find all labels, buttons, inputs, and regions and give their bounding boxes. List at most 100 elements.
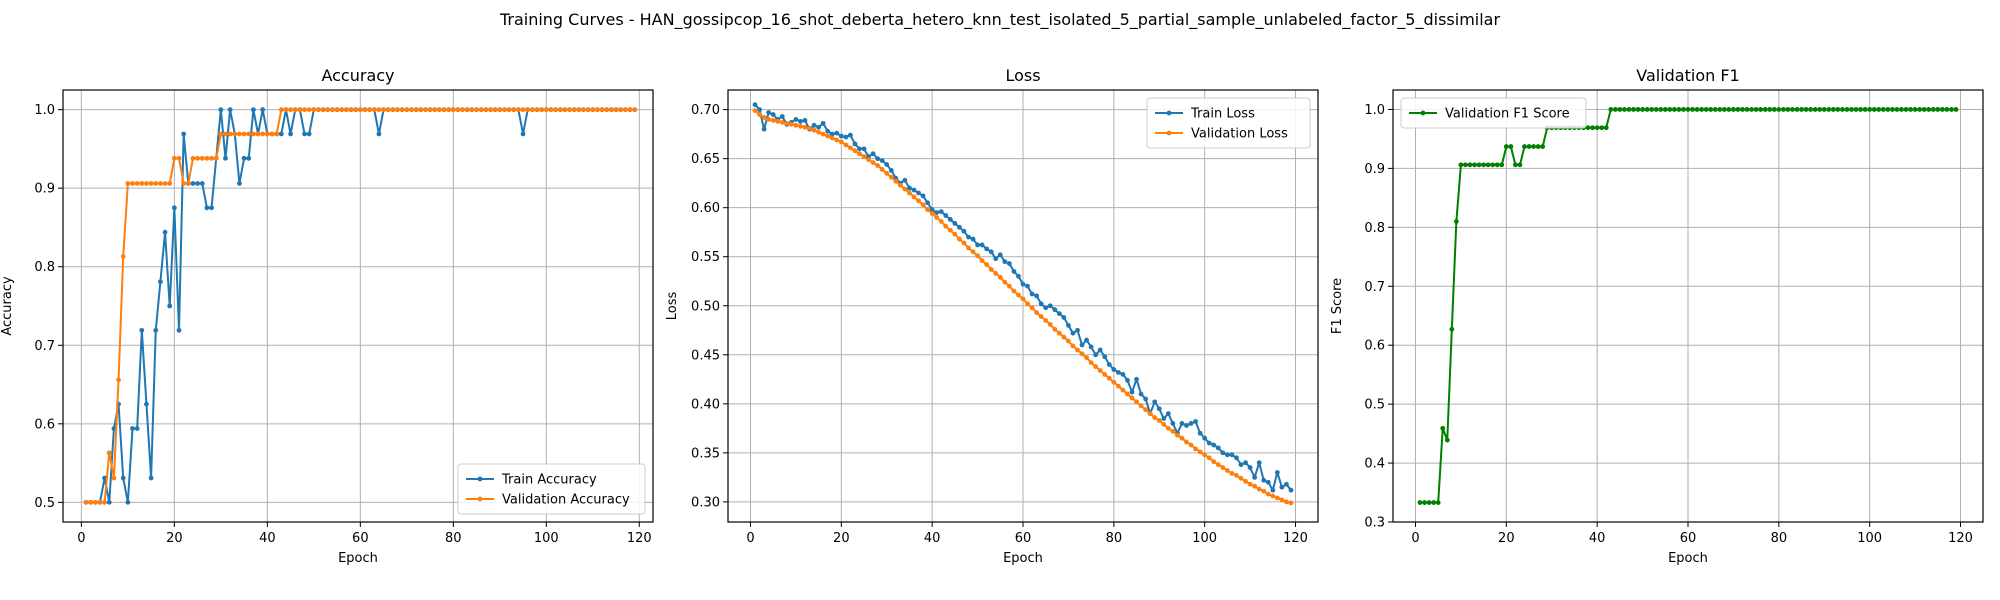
data-point (979, 242, 985, 248)
data-point (1224, 468, 1230, 473)
data-point (1152, 399, 1158, 405)
data-point (1170, 421, 1176, 426)
data-point (1490, 162, 1496, 168)
data-point (1097, 347, 1103, 353)
data-point (250, 131, 256, 137)
data-point (857, 151, 862, 157)
data-point (770, 118, 776, 123)
data-point (1034, 310, 1040, 316)
x-tick-label: 60 (1015, 531, 1032, 546)
data-point (1075, 327, 1080, 333)
data-point (1156, 418, 1162, 423)
data-point (1084, 337, 1089, 343)
data-point (1790, 107, 1795, 112)
data-point (153, 181, 159, 186)
data-point (1247, 465, 1253, 470)
data-point (167, 303, 173, 309)
x-tick-label: 120 (627, 531, 652, 546)
x-tick-label: 100 (1857, 531, 1882, 546)
data-point (111, 475, 117, 481)
data-point (483, 107, 489, 113)
data-point (432, 107, 438, 113)
data-point (897, 182, 903, 188)
data-point (1179, 435, 1185, 441)
data-point (1274, 495, 1280, 501)
data-point (907, 185, 912, 191)
data-point (938, 209, 944, 215)
data-point (1102, 372, 1108, 377)
data-point (1817, 107, 1823, 112)
data-point (497, 107, 503, 113)
data-point (793, 117, 799, 122)
data-point (1206, 440, 1212, 446)
x-tick-label: 80 (1106, 531, 1123, 546)
data-point (1749, 107, 1754, 112)
data-point (571, 107, 577, 113)
data-point (857, 146, 862, 152)
data-point (757, 107, 762, 113)
data-point (1165, 425, 1171, 431)
x-tick-label: 0 (1411, 531, 1419, 546)
data-point (761, 115, 767, 120)
data-point (227, 107, 233, 113)
data-point (585, 107, 591, 113)
data-point (1120, 372, 1126, 377)
x-tick-label: 0 (77, 531, 85, 546)
data-point (1234, 455, 1239, 461)
data-point (1170, 428, 1176, 434)
data-point (1644, 107, 1650, 112)
data-point (1676, 107, 1682, 112)
data-point (357, 107, 363, 113)
data-point (1252, 474, 1258, 480)
data-point (1517, 162, 1523, 168)
data-point (798, 118, 803, 124)
data-point (1102, 354, 1108, 360)
data-point (199, 181, 205, 186)
data-point (125, 181, 131, 186)
data-point (218, 107, 224, 113)
y-axis-label: Accuracy (0, 276, 15, 336)
legend-marker (1166, 110, 1172, 116)
data-point (1708, 107, 1714, 112)
data-point (492, 107, 498, 113)
data-point (1771, 107, 1777, 112)
data-point (1288, 500, 1294, 506)
y-tick-label: 0.9 (1364, 162, 1385, 177)
data-point (260, 107, 266, 113)
data-point (870, 160, 876, 165)
data-point (1134, 376, 1139, 382)
data-point (1599, 125, 1605, 131)
data-point (1156, 406, 1162, 412)
data-point (1025, 301, 1030, 307)
data-point (1753, 107, 1759, 112)
data-point (1243, 460, 1248, 466)
x-tick-label: 120 (1283, 531, 1308, 546)
data-point (1211, 459, 1217, 465)
y-tick-label: 0.60 (691, 201, 720, 216)
data-point (1694, 107, 1700, 112)
data-point (1476, 162, 1482, 168)
data-point (130, 426, 135, 431)
data-point (1740, 107, 1745, 112)
data-point (820, 120, 826, 126)
x-tick-label: 100 (534, 531, 559, 546)
y-tick-label: 0.5 (34, 496, 55, 511)
data-point (1703, 107, 1709, 112)
data-point (925, 200, 931, 206)
data-point (1426, 500, 1432, 505)
data-point (436, 107, 442, 113)
data-point (879, 167, 885, 172)
data-point (269, 131, 275, 137)
data-point (1808, 107, 1814, 112)
data-point (474, 107, 479, 113)
data-point (297, 107, 303, 113)
data-point (1821, 107, 1827, 112)
data-point (590, 107, 596, 113)
data-point (1721, 107, 1727, 112)
data-point (902, 186, 908, 192)
data-point (1758, 107, 1764, 112)
data-point (1889, 107, 1895, 112)
data-point (385, 107, 391, 113)
data-point (829, 131, 835, 137)
data-point (1876, 107, 1882, 112)
